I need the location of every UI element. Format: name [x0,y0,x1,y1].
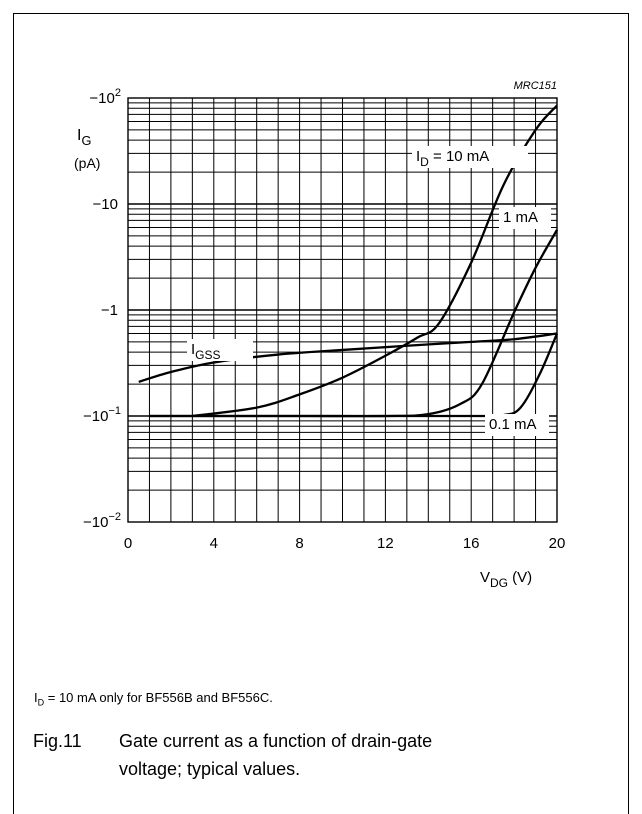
y-tick-label: −102 [89,87,121,107]
y-tick-label: −10−1 [83,405,121,425]
x-tick-label: 12 [377,535,394,552]
x-axis-label: VDG (V) [480,569,532,590]
caption-line-2: voltage; typical values. [33,755,432,783]
x-tick-label: 8 [295,535,303,552]
y-axis-label: IG [77,127,91,148]
x-tick-label: 20 [549,535,566,552]
x-tick-label: 4 [210,535,218,552]
series-label-2: 0.1 mA [489,416,537,433]
figure-number: Fig.11 [33,727,119,755]
y-tick-label: −10−2 [83,511,121,531]
x-tick-label: 0 [124,535,132,552]
series-line-1 [149,230,557,416]
chart-code: MRC151 [514,80,557,92]
x-tick-label: 16 [463,535,480,552]
y-tick-label: −10 [93,196,118,213]
caption-line-1: Gate current as a function of drain-gate [119,731,432,751]
series-label-1: 1 mA [503,209,538,226]
footnote: ID = 10 mA only for BF556B and BF556C. [34,690,273,708]
figure-caption: Fig.11 Gate current as a function of drai… [33,727,432,783]
y-tick-label: −1 [101,302,118,319]
y-axis-unit: (pA) [74,155,100,171]
